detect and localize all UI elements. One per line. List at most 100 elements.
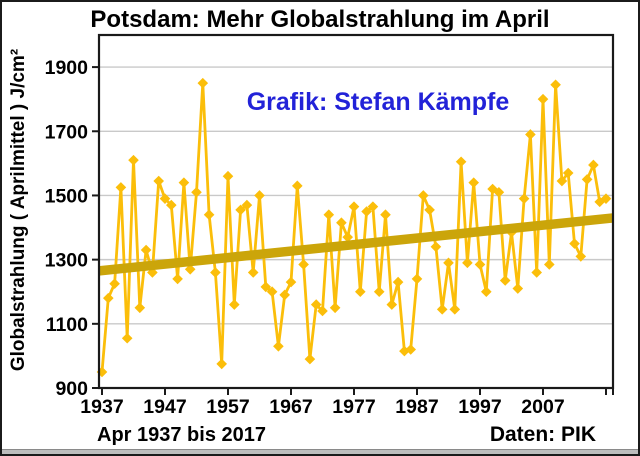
data-point-diamond — [348, 201, 360, 212]
data-point-diamond — [562, 167, 574, 179]
data-point-diamond — [323, 209, 335, 221]
data-point-diamond — [203, 209, 215, 221]
x-tick-label: 1997 — [458, 396, 501, 418]
data-source-label: Daten: PIK — [489, 423, 596, 446]
data-point-diamond — [531, 267, 542, 278]
data-point-diamond — [191, 186, 202, 198]
chart-title: Potsdam: Mehr Globalstrahlung im April — [90, 6, 550, 33]
x-axis-subtitle: Apr 1937 bis 2017 — [97, 424, 266, 446]
y-tick-label: 1900 — [45, 57, 89, 79]
data-point-diamond — [304, 353, 316, 365]
data-point-diamond — [140, 244, 152, 256]
data-point-diamond — [380, 209, 391, 221]
data-point-diamond — [455, 156, 467, 168]
data-point-diamond — [436, 304, 448, 315]
data-point-diamond — [474, 259, 486, 270]
data-markers — [96, 77, 612, 378]
data-point-diamond — [222, 170, 234, 182]
data-point-diamond — [197, 77, 209, 89]
data-point-diamond — [481, 286, 492, 298]
data-point-diamond — [424, 204, 435, 216]
data-point-diamond — [373, 286, 385, 298]
data-point-diamond — [525, 129, 536, 140]
x-tick-label: 1957 — [206, 396, 249, 418]
data-point-diamond — [418, 190, 429, 201]
data-point-diamond — [210, 267, 221, 278]
plot-border — [97, 33, 615, 390]
data-point-diamond — [310, 299, 322, 310]
data-point-diamond — [411, 273, 423, 285]
data-point-diamond — [443, 257, 454, 269]
data-point-diamond — [556, 175, 568, 187]
data-point-diamond — [367, 201, 379, 212]
data-point-diamond — [512, 283, 524, 294]
data-point-diamond — [292, 180, 303, 192]
y-tick-label: 1300 — [45, 250, 89, 272]
data-point-diamond — [537, 93, 549, 105]
x-tick-label: 1947 — [143, 396, 186, 418]
y-tick-label: 900 — [55, 378, 88, 400]
data-point-diamond — [493, 186, 505, 198]
x-tick-label: 1967 — [269, 396, 312, 418]
data-point-diamond — [166, 199, 177, 211]
data-point-diamond — [361, 206, 372, 217]
data-point-diamond — [134, 302, 146, 314]
data-point-diamond — [569, 238, 580, 249]
data-point-diamond — [273, 340, 284, 352]
data-point-diamond — [405, 344, 416, 355]
data-point-diamond — [103, 292, 114, 304]
data-point-diamond — [462, 257, 473, 269]
data-point-diamond — [581, 174, 593, 185]
data-point-diamond — [355, 286, 366, 298]
data-point-diamond — [128, 154, 139, 166]
data-point-diamond — [178, 177, 190, 188]
data-point-diamond — [172, 273, 183, 285]
x-tick-label: 1987 — [395, 396, 438, 418]
data-point-diamond — [279, 289, 290, 301]
data-point-diamond — [109, 278, 120, 290]
data-point-diamond — [216, 358, 227, 370]
data-point-diamond — [115, 182, 127, 193]
data-point-diamond — [487, 183, 498, 195]
y-tick-label: 1500 — [45, 185, 89, 207]
data-point-diamond — [260, 281, 272, 293]
data-point-diamond — [247, 267, 259, 278]
data-point-diamond — [588, 159, 599, 171]
author-annotation: Grafik: Stefan Kämpfe — [246, 88, 510, 116]
data-point-diamond — [392, 276, 404, 288]
data-point-diamond — [285, 276, 297, 288]
data-point-diamond — [317, 305, 328, 317]
data-point-diamond — [386, 299, 398, 310]
data-point-diamond — [430, 241, 442, 253]
data-point-diamond — [241, 199, 253, 211]
data-point-diamond — [153, 175, 164, 187]
data-point-diamond — [600, 193, 612, 204]
data-point-diamond — [159, 193, 171, 204]
y-tick-label: 1700 — [45, 121, 89, 143]
data-point-diamond — [499, 275, 511, 286]
y-tick-label: 1100 — [46, 314, 88, 336]
data-point-diamond — [342, 231, 353, 243]
data-point-diamond — [121, 332, 133, 344]
data-point-diamond — [575, 251, 587, 262]
data-point-diamond — [544, 259, 555, 270]
data-point-diamond — [229, 299, 240, 310]
data-point-diamond — [254, 190, 265, 201]
data-point-diamond — [399, 345, 410, 357]
data-point-diamond — [468, 177, 479, 188]
data-point-diamond — [184, 263, 196, 275]
data-point-diamond — [235, 204, 246, 216]
data-point-diamond — [336, 217, 347, 229]
data-point-diamond — [298, 259, 309, 270]
trend-line — [98, 213, 614, 276]
data-point-diamond — [518, 193, 530, 204]
data-point-diamond — [266, 286, 278, 298]
x-tick-label: 1937 — [80, 396, 123, 418]
window-edge — [2, 449, 638, 454]
data-point-diamond — [449, 304, 461, 315]
data-point-diamond — [329, 302, 341, 314]
x-tick-label: 1977 — [332, 396, 375, 418]
data-point-diamond — [550, 79, 561, 91]
